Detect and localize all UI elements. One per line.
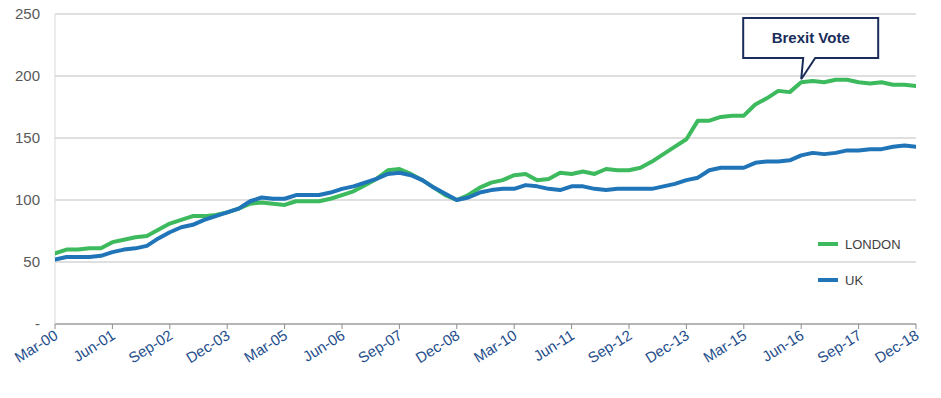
y-tick-label: - xyxy=(35,315,40,332)
legend-swatch xyxy=(818,278,838,282)
grid-line xyxy=(55,76,916,77)
x-axis xyxy=(55,324,916,325)
grid-line xyxy=(55,138,916,139)
x-tick-label: Sep-17 xyxy=(814,326,864,366)
x-tick-label: Jun-06 xyxy=(300,326,348,365)
x-tick xyxy=(743,324,744,329)
series-line xyxy=(55,145,916,259)
x-tick-label: Sep-07 xyxy=(355,326,405,366)
y-tick-label: 100 xyxy=(15,191,40,208)
y-axis xyxy=(55,14,56,324)
x-tick xyxy=(112,324,113,329)
y-tick-label: 200 xyxy=(15,67,40,84)
callout-box xyxy=(743,18,878,79)
x-tick xyxy=(571,324,572,329)
x-tick xyxy=(801,324,802,329)
grid xyxy=(55,14,916,324)
x-tick-label: Mar-15 xyxy=(700,326,749,366)
x-tick-label: Dec-18 xyxy=(872,326,922,366)
x-tick-label: Dec-08 xyxy=(412,326,462,366)
grid-line xyxy=(55,262,916,263)
x-tick xyxy=(686,324,687,329)
x-tick-label: Jun-01 xyxy=(70,326,118,365)
x-tick xyxy=(514,324,515,329)
x-tick xyxy=(169,324,170,329)
grid-line xyxy=(55,200,916,201)
annotation-text: Brexit Vote xyxy=(772,29,850,46)
x-tick-label: Mar-00 xyxy=(11,326,60,366)
x-tick xyxy=(858,324,859,329)
legend-label: UK xyxy=(845,273,863,288)
x-tick xyxy=(456,324,457,329)
x-tick xyxy=(399,324,400,329)
grid-line xyxy=(55,14,916,15)
x-tick-label: Mar-05 xyxy=(241,326,290,366)
chart-svg: -50100150200250Mar-00Jun-01Sep-02Dec-03M… xyxy=(0,0,941,398)
x-tick-label: Dec-13 xyxy=(642,326,692,366)
legend-swatch xyxy=(818,242,838,246)
x-tick-label: Sep-12 xyxy=(585,326,635,366)
x-tick-label: Jun-16 xyxy=(759,326,807,365)
y-tick-label: 250 xyxy=(15,5,40,22)
legend: LONDON UK xyxy=(818,237,901,288)
x-tick xyxy=(629,324,630,329)
x-tick-label: Dec-03 xyxy=(183,326,233,366)
x-tick-label: Jun-11 xyxy=(530,326,577,364)
x-tick-label: Sep-02 xyxy=(125,326,175,366)
callout: Brexit Vote xyxy=(743,18,878,79)
grid-line xyxy=(55,324,916,325)
y-tick-label: 50 xyxy=(23,253,40,270)
legend-label: LONDON xyxy=(845,237,901,252)
chart-container: -50100150200250Mar-00Jun-01Sep-02Dec-03M… xyxy=(0,0,941,398)
x-tick xyxy=(227,324,228,329)
x-tick-label: Mar-10 xyxy=(470,326,519,366)
x-tick xyxy=(55,324,56,329)
series-group xyxy=(55,80,916,260)
x-tick xyxy=(916,324,917,329)
x-tick xyxy=(284,324,285,329)
y-tick-label: 150 xyxy=(15,129,40,146)
x-tick xyxy=(342,324,343,329)
